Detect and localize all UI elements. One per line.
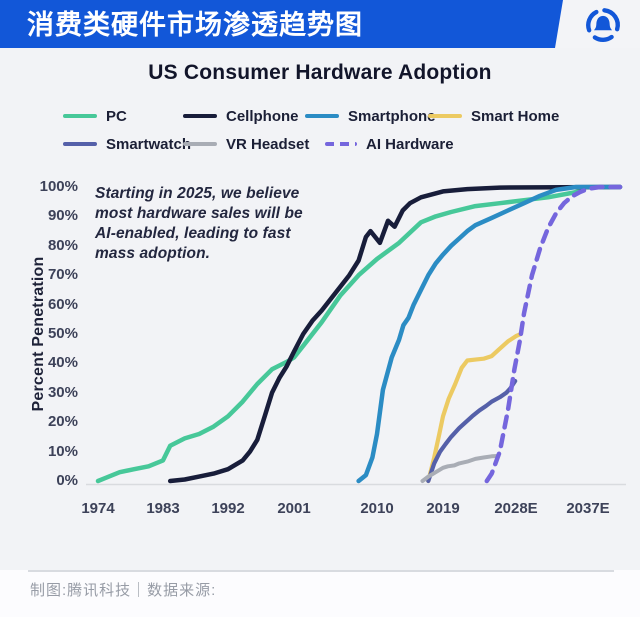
x-tick-1974: 1974 bbox=[81, 500, 115, 517]
y-tick-90: 90% bbox=[47, 207, 78, 225]
x-tick-2028E: 2028E bbox=[494, 500, 538, 517]
legend-label-pc: PC bbox=[106, 107, 127, 125]
y-tick-0: 0% bbox=[56, 472, 78, 489]
y-tick-50: 50% bbox=[47, 325, 78, 342]
legend-label-vr-headset: VR Headset bbox=[226, 135, 310, 153]
y-tick-70: 70% bbox=[47, 266, 78, 284]
page-footer: 制图:腾讯科技｜数据来源: bbox=[0, 570, 640, 617]
footer-divider bbox=[28, 570, 614, 572]
legend-item-smart-home: Smart Home bbox=[428, 107, 559, 125]
x-tick-1992: 1992 bbox=[211, 500, 245, 517]
x-tick-2019: 2019 bbox=[426, 500, 460, 517]
x-tick-2037E: 2037E bbox=[566, 500, 610, 517]
legend-swatch-smart-home bbox=[428, 113, 462, 119]
x-tick-2010: 2010 bbox=[360, 500, 394, 517]
legend-item-smartwatch: Smartwatch bbox=[63, 135, 191, 153]
series-line-ai-hardware bbox=[484, 184, 623, 484]
chart-annotation: Starting in 2025, we believe most hardwa… bbox=[95, 185, 303, 262]
y-tick-80: 80% bbox=[47, 236, 78, 254]
y-tick-30: 30% bbox=[47, 383, 78, 401]
legend-label-smartphone: Smartphone bbox=[348, 107, 436, 125]
legend-label-smart-home: Smart Home bbox=[471, 107, 560, 125]
legend-item-ai-hardware: AI Hardware bbox=[325, 135, 454, 153]
tencent-tech-logo-icon bbox=[586, 8, 620, 42]
legend-swatch-vr-headset bbox=[183, 141, 217, 147]
series-line-smart-home bbox=[426, 331, 523, 484]
legend-label-ai-hardware: AI Hardware bbox=[366, 135, 454, 153]
x-tick-2001: 2001 bbox=[277, 500, 311, 517]
legend-item-smartphone: Smartphone bbox=[305, 107, 436, 125]
legend-swatch-smartphone bbox=[305, 113, 339, 119]
legend-swatch-cellphone bbox=[183, 113, 217, 119]
page-title: 消费类硬件市场渗透趋势图 bbox=[27, 10, 363, 40]
legend-swatch-smartwatch bbox=[63, 141, 97, 147]
y-tick-20: 20% bbox=[47, 413, 78, 431]
y-tick-10: 10% bbox=[47, 442, 78, 460]
chart-title: US Consumer Hardware Adoption bbox=[148, 61, 492, 84]
legend-label-cellphone: Cellphone bbox=[226, 107, 299, 125]
legend-item-vr-headset: VR Headset bbox=[183, 135, 309, 153]
series-line-vr-headset bbox=[420, 454, 501, 483]
y-axis-title: Percent Penetration bbox=[30, 256, 47, 412]
series-line-smartwatch bbox=[426, 378, 518, 484]
series-line-smartphone bbox=[356, 184, 623, 484]
y-tick-60: 60% bbox=[47, 295, 78, 313]
x-tick-1983: 1983 bbox=[146, 500, 180, 517]
legend-swatch-pc bbox=[63, 113, 97, 119]
legend-swatch-ai-hardware bbox=[325, 141, 357, 147]
legend-item-cellphone: Cellphone bbox=[183, 107, 299, 125]
legend-label-smartwatch: Smartwatch bbox=[106, 135, 192, 153]
page-header: 消费类硬件市场渗透趋势图 bbox=[0, 0, 640, 48]
y-tick-40: 40% bbox=[47, 354, 78, 372]
y-tick-100: 100% bbox=[39, 178, 78, 195]
legend-item-pc: PC bbox=[63, 107, 127, 125]
footer-credit: 制图:腾讯科技｜数据来源: bbox=[30, 582, 217, 599]
